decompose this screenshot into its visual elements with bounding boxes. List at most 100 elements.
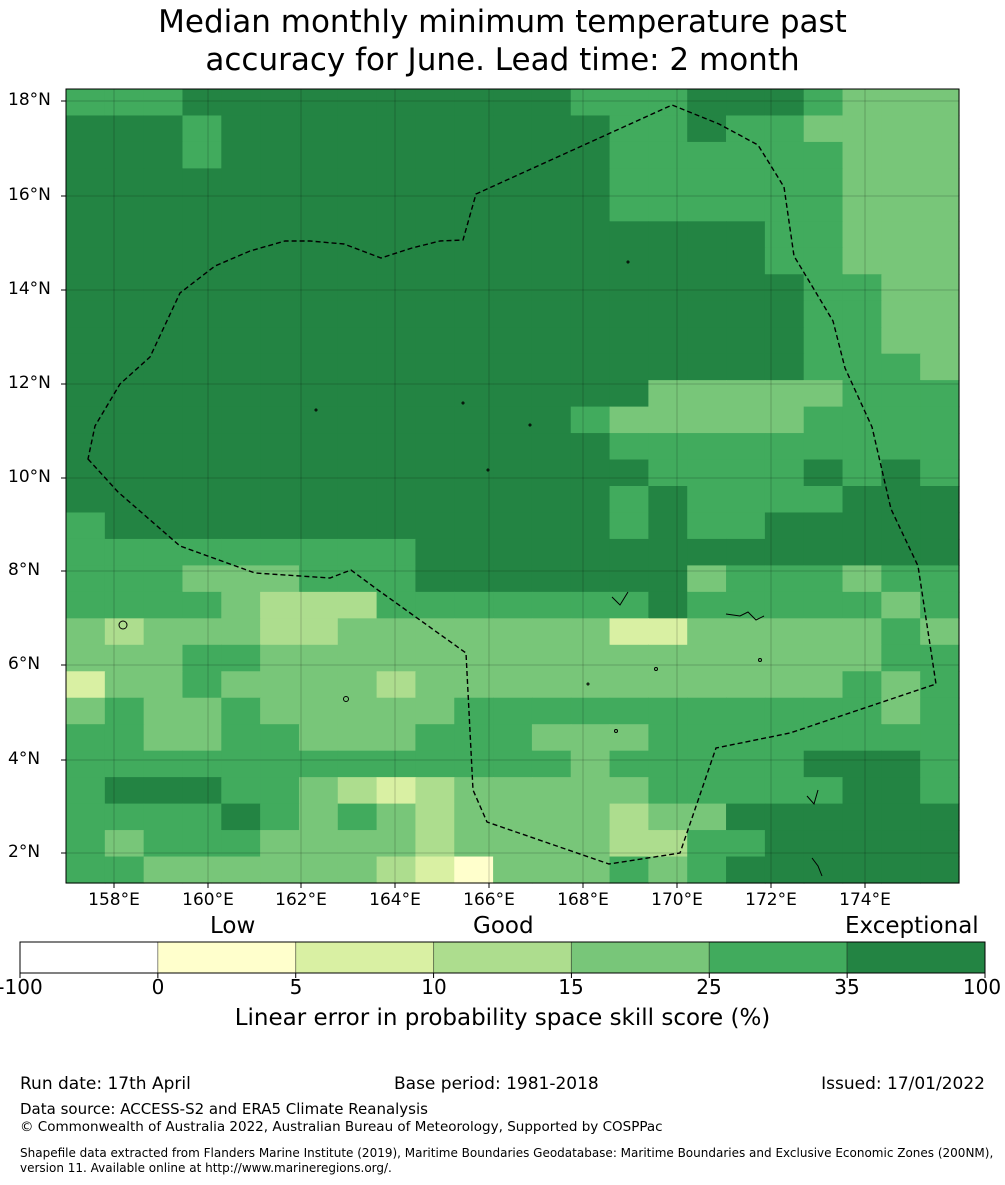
grid-cell — [531, 830, 572, 858]
grid-cell — [726, 591, 766, 619]
grid-cell — [726, 433, 766, 461]
grid-cell — [143, 459, 184, 487]
grid-cell — [376, 141, 417, 169]
grid-cell — [337, 274, 378, 302]
grid-cell — [298, 724, 339, 752]
grid-cell — [415, 247, 455, 275]
island — [586, 682, 590, 686]
grid-cell — [454, 115, 494, 143]
grid-cell — [298, 671, 339, 699]
grid-cell — [920, 327, 960, 355]
grid-cell — [881, 433, 921, 461]
grid-cell — [104, 565, 145, 593]
grid-cell — [609, 115, 649, 143]
grid-cell — [570, 697, 611, 725]
grid-cell — [493, 300, 533, 328]
lat-label-18n: 18°N — [8, 90, 51, 110]
issued-date: Issued: 17/01/2022 — [821, 1074, 985, 1094]
grid-cell — [881, 327, 921, 355]
grid-cell — [687, 697, 727, 725]
grid-cell — [104, 618, 145, 646]
grid-cell — [881, 618, 921, 646]
grid-cell — [881, 565, 921, 593]
grid-cell — [415, 300, 455, 328]
grid-cell — [881, 538, 921, 566]
grid-cell — [764, 115, 805, 143]
grid-cell — [376, 724, 417, 752]
grid-cell — [803, 141, 844, 169]
grid-cell — [842, 300, 882, 328]
grid-cell — [648, 89, 688, 117]
grid-cell — [920, 591, 960, 619]
colorbar-tick: 5 — [289, 975, 303, 999]
grid-cell — [66, 697, 106, 725]
grid-cell — [842, 697, 882, 725]
lat-label-14n: 14°N — [8, 279, 51, 299]
grid-cell — [493, 697, 533, 725]
grid-cell — [415, 459, 455, 487]
grid-cell — [104, 856, 145, 884]
grid-cell — [648, 221, 688, 249]
grid-cell — [648, 115, 688, 143]
grid-cell — [687, 803, 727, 831]
grid-cell — [493, 486, 533, 514]
grid-cell — [648, 777, 688, 805]
grid-cell — [260, 353, 300, 381]
grid-cell — [493, 565, 533, 593]
grid-cell — [881, 194, 921, 222]
grid-cell — [337, 750, 378, 778]
grid-cell — [570, 353, 611, 381]
grid-cell — [221, 830, 261, 858]
grid-cell — [337, 380, 378, 408]
island — [806, 789, 819, 806]
grid-cell — [764, 591, 805, 619]
grid-cell — [764, 327, 805, 355]
grid-cell — [260, 380, 300, 408]
grid-cell — [609, 353, 649, 381]
grid-cell — [415, 141, 455, 169]
grid-cell — [920, 750, 960, 778]
grid-cell — [687, 644, 727, 672]
grid-cell — [842, 591, 882, 619]
grid-cell — [182, 274, 222, 302]
island — [343, 696, 349, 702]
grid-cell — [143, 247, 184, 275]
grid-cell — [376, 353, 417, 381]
grid-cell — [415, 512, 455, 540]
grid-cell — [531, 803, 572, 831]
grid-cell — [415, 830, 455, 858]
grid-cell — [104, 300, 145, 328]
grid-cell — [298, 538, 339, 566]
grid-cell — [415, 538, 455, 566]
grid-cell — [531, 644, 572, 672]
grid-cell — [66, 433, 106, 461]
grid-cell — [376, 856, 417, 884]
grid-cell — [881, 697, 921, 725]
grid-cell — [920, 856, 960, 884]
grid-cell — [415, 380, 455, 408]
grid-cell — [104, 750, 145, 778]
grid-cell — [221, 856, 261, 884]
grid-cell — [803, 750, 844, 778]
grid-cell — [687, 115, 727, 143]
grid-cell — [260, 856, 300, 884]
grid-cell — [570, 433, 611, 461]
grid-cell — [337, 565, 378, 593]
grid-cell — [648, 750, 688, 778]
island — [626, 260, 630, 264]
grid-cell — [454, 327, 494, 355]
grid-cell — [764, 538, 805, 566]
grid-cell — [415, 803, 455, 831]
grid-cell — [260, 274, 300, 302]
grid-cell — [842, 141, 882, 169]
colorbar — [19, 941, 986, 978]
grid-cell — [881, 300, 921, 328]
grid-cell — [454, 750, 494, 778]
grid-cell — [415, 486, 455, 514]
grid-cell — [415, 671, 455, 699]
grid-cell — [803, 618, 844, 646]
grid-cell — [298, 141, 339, 169]
grid-cell — [648, 300, 688, 328]
grid-cell — [570, 777, 611, 805]
grid-cell — [687, 565, 727, 593]
